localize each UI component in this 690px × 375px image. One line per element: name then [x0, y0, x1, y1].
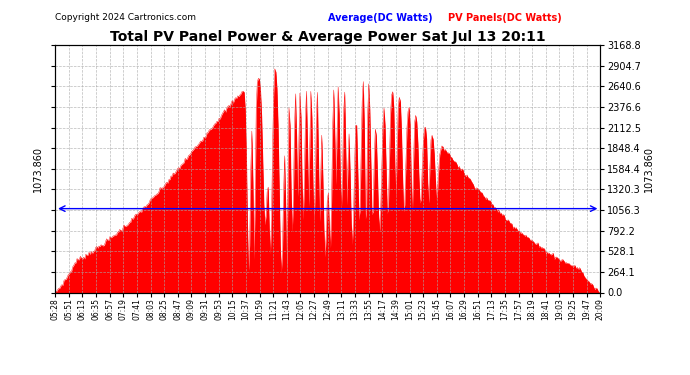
- Title: Total PV Panel Power & Average Power Sat Jul 13 20:11: Total PV Panel Power & Average Power Sat…: [110, 30, 546, 44]
- Text: PV Panels(DC Watts): PV Panels(DC Watts): [448, 13, 562, 23]
- Text: Copyright 2024 Cartronics.com: Copyright 2024 Cartronics.com: [55, 13, 196, 22]
- Text: Average(DC Watts): Average(DC Watts): [328, 13, 433, 23]
- Y-axis label: 1073.860: 1073.860: [33, 146, 43, 192]
- Y-axis label: 1073.860: 1073.860: [644, 146, 654, 192]
